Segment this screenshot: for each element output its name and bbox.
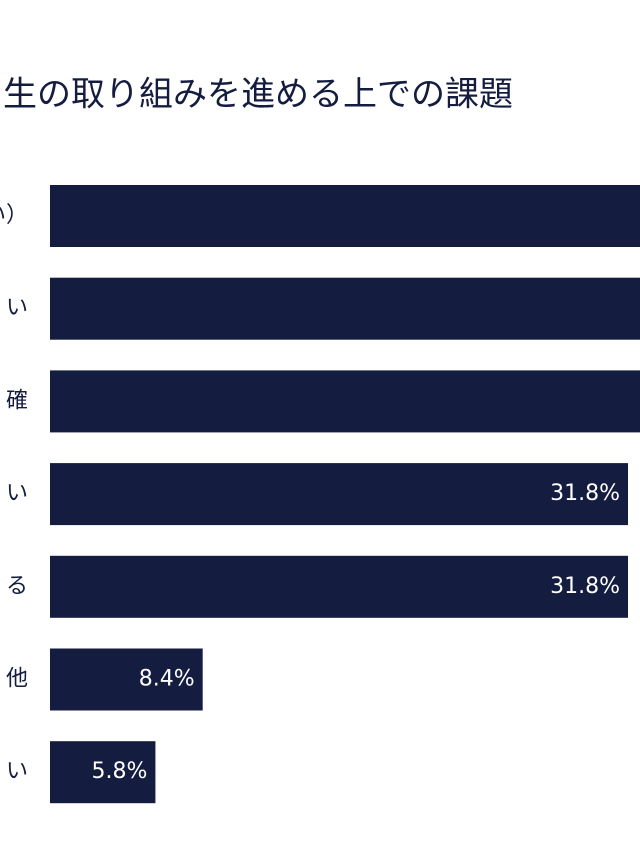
bar <box>50 555 628 618</box>
value-label: 5.8% <box>92 759 148 784</box>
bar <box>50 370 640 433</box>
category-label: 他 <box>6 667 28 692</box>
bar <box>50 185 640 247</box>
category-label: い <box>6 481 28 506</box>
category-label: い <box>6 759 28 784</box>
bar <box>50 463 628 526</box>
bar <box>50 741 156 804</box>
category-label: 確 <box>6 388 28 413</box>
chart-title: 生の取り組みを進める上での課題 <box>3 75 513 115</box>
bar <box>50 648 203 711</box>
value-label: 31.8% <box>550 481 620 506</box>
value-label: 31.8% <box>550 574 620 599</box>
category-label: い） <box>0 203 28 228</box>
category-label: る <box>6 574 28 599</box>
bar <box>50 277 640 340</box>
category-label: い <box>6 296 28 321</box>
value-label: 8.4% <box>139 667 195 692</box>
